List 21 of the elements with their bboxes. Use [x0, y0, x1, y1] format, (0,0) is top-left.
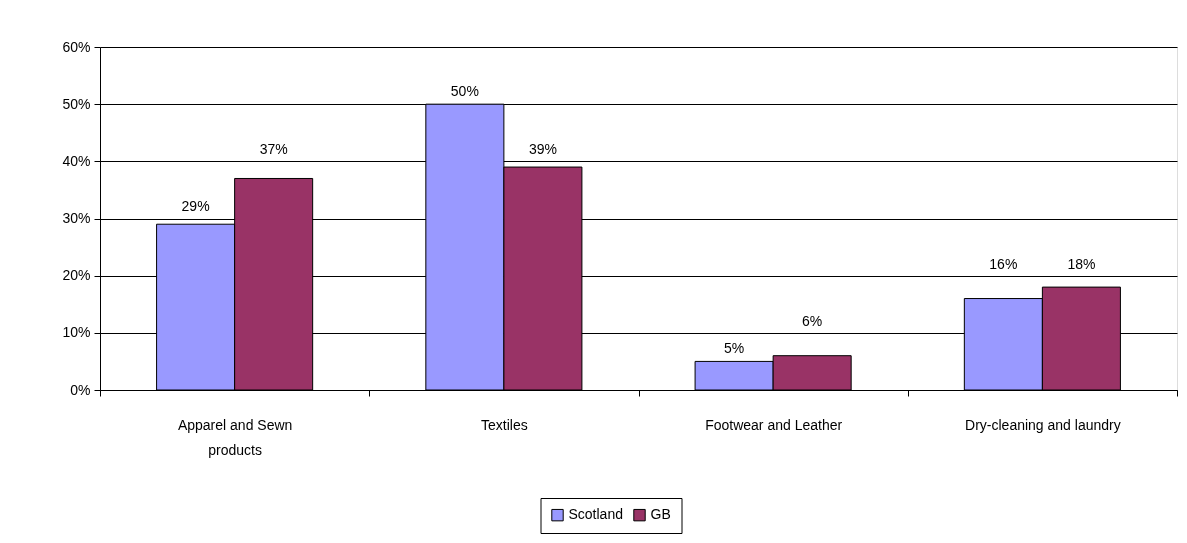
data-label: 18%	[1067, 256, 1096, 273]
x-tick-label: Apparel and Sewn products	[177, 416, 293, 458]
x-tick-label: Footwear and Leather	[705, 416, 843, 433]
data-label: 16%	[989, 255, 1018, 272]
data-label: 39%	[528, 141, 557, 158]
data-label: 29%	[181, 198, 210, 215]
data-label: 50%	[450, 83, 479, 100]
y-tick-label: 30%	[62, 210, 91, 226]
data-label: 6%	[802, 312, 823, 329]
data-label: 5%	[723, 340, 745, 357]
x-tick-label: Dry-cleaning and laundry	[965, 416, 1121, 433]
y-tick-label: 40%	[62, 152, 91, 169]
legend-label: Scotland	[568, 506, 623, 523]
legend-label: GB	[650, 506, 671, 523]
y-tick-label: 20%	[62, 267, 91, 284]
y-tick-label: 10%	[62, 324, 91, 341]
data-label: 37%	[259, 141, 288, 158]
y-tick-label: 0%	[70, 381, 91, 398]
y-tick-label: 50%	[62, 95, 91, 112]
x-tick-label: Textiles	[481, 416, 528, 433]
y-tick-label: 60%	[62, 38, 91, 55]
